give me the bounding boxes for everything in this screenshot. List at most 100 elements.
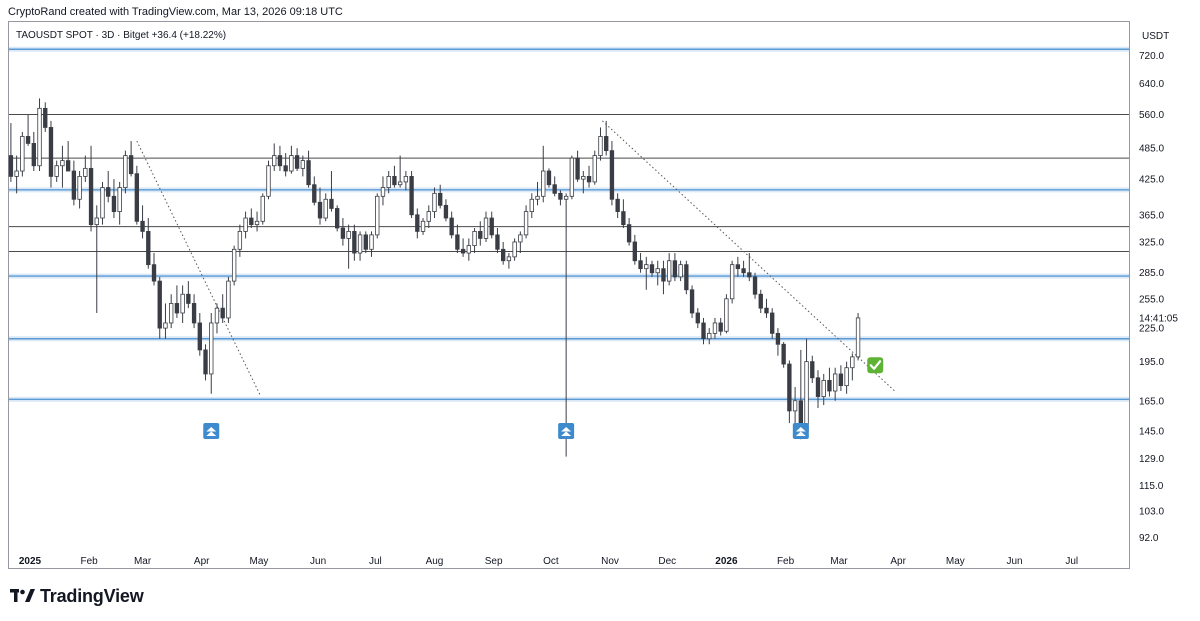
candle-body — [678, 264, 683, 278]
candle-50 — [294, 148, 300, 172]
candle-body — [615, 198, 620, 213]
candle-39 — [231, 245, 237, 286]
y-tick-label-2: 560.0 — [1139, 110, 1164, 121]
y-tick-label-11: 165.0 — [1139, 396, 1164, 407]
x-tick-label-13: Feb — [777, 556, 795, 567]
candle-8 — [54, 160, 59, 182]
candle-body — [729, 264, 735, 300]
candle-body — [266, 165, 271, 197]
x-tick-label-14: Mar — [830, 556, 848, 567]
double-chevron-up-icon-1 — [558, 423, 575, 440]
y-tick-label-16: 92.0 — [1139, 533, 1159, 544]
candle-body — [163, 322, 168, 329]
candle-17 — [106, 171, 111, 203]
candle-33 — [197, 312, 202, 356]
candle-121 — [701, 317, 706, 345]
candle-44 — [260, 193, 265, 225]
candle-body — [392, 176, 397, 186]
candle-6 — [43, 102, 48, 132]
candle-body — [352, 231, 357, 254]
candle-body — [272, 155, 277, 167]
candle-85 — [495, 227, 500, 254]
candle-49 — [289, 145, 294, 174]
candle-body — [747, 272, 752, 278]
candle-body — [644, 264, 649, 270]
candle-body — [707, 332, 712, 340]
candle-body — [283, 165, 288, 172]
candle-body — [575, 157, 580, 180]
candle-38 — [226, 276, 231, 323]
candle-body — [449, 217, 454, 236]
candle-body — [712, 322, 718, 334]
tradingview-brand[interactable]: TradingView — [10, 585, 144, 607]
candle-body — [83, 167, 88, 177]
candle-18 — [111, 179, 117, 219]
candle-body — [821, 379, 826, 397]
candle-28 — [169, 294, 174, 329]
x-tick-label-4: May — [249, 556, 268, 567]
candle-93 — [541, 145, 546, 203]
candle-body — [546, 170, 552, 186]
y-tick-label-15: 103.0 — [1139, 507, 1164, 518]
double-chevron-up-icon-0 — [203, 423, 220, 440]
candle-91 — [529, 193, 534, 219]
candle-body — [832, 373, 838, 392]
candle-body — [375, 195, 380, 236]
candle-72 — [420, 218, 426, 235]
candle-body — [128, 155, 134, 175]
candle-5 — [37, 98, 42, 172]
candle-body — [260, 195, 265, 222]
candle-37 — [220, 294, 225, 323]
candle-3 — [25, 114, 31, 146]
candle-36 — [214, 303, 220, 334]
candle-73 — [426, 205, 431, 228]
candle-body — [77, 176, 82, 200]
price-unit-label[interactable]: USDT — [1142, 31, 1170, 42]
candle-68 — [397, 155, 403, 188]
candle-66 — [386, 171, 391, 194]
candle-body — [88, 167, 94, 226]
candle-134 — [775, 328, 781, 356]
candle-83 — [483, 211, 489, 242]
candle-124 — [718, 317, 723, 336]
candle-body — [586, 176, 592, 183]
candle-body — [518, 234, 523, 243]
candle-54 — [317, 187, 323, 225]
candle-body — [432, 192, 437, 213]
candle-body — [724, 298, 729, 332]
candle-body — [186, 293, 191, 304]
candle-111 — [644, 256, 649, 290]
candle-body — [209, 322, 214, 375]
candle-body — [169, 303, 174, 324]
candle-body — [787, 363, 792, 412]
candle-body — [792, 400, 798, 412]
candle-body — [203, 349, 208, 375]
candle-147 — [850, 353, 855, 381]
candle-0 — [8, 123, 14, 182]
candle-105 — [609, 141, 615, 206]
candle-128 — [741, 260, 746, 277]
candle-body — [506, 256, 512, 262]
candle-body — [346, 231, 351, 239]
candle-31 — [186, 281, 191, 309]
candle-97 — [563, 193, 569, 457]
candle-body — [661, 268, 666, 282]
candle-body — [764, 307, 769, 314]
horizontal-levels — [9, 46, 1129, 402]
candle-59 — [346, 224, 351, 269]
double-chevron-up-icon-2 — [792, 423, 809, 440]
x-tick-label-8: Sep — [485, 556, 503, 567]
time-axis: 2025 Feb Mar Apr May Jun Jul Aug Sep Oct Nov Dec 202… — [19, 556, 1078, 567]
x-tick-label-12: 2026 — [715, 556, 738, 567]
candle-126 — [729, 260, 735, 304]
candle-1 — [14, 155, 19, 194]
candle-100 — [581, 171, 586, 194]
candle-body — [466, 245, 472, 254]
candle-body — [363, 234, 368, 250]
candle-body — [621, 211, 626, 226]
candle-113 — [655, 260, 660, 286]
x-tick-label-18: Jul — [1065, 556, 1078, 567]
candle-55 — [323, 193, 328, 222]
x-tick-label-2: Mar — [134, 556, 152, 567]
